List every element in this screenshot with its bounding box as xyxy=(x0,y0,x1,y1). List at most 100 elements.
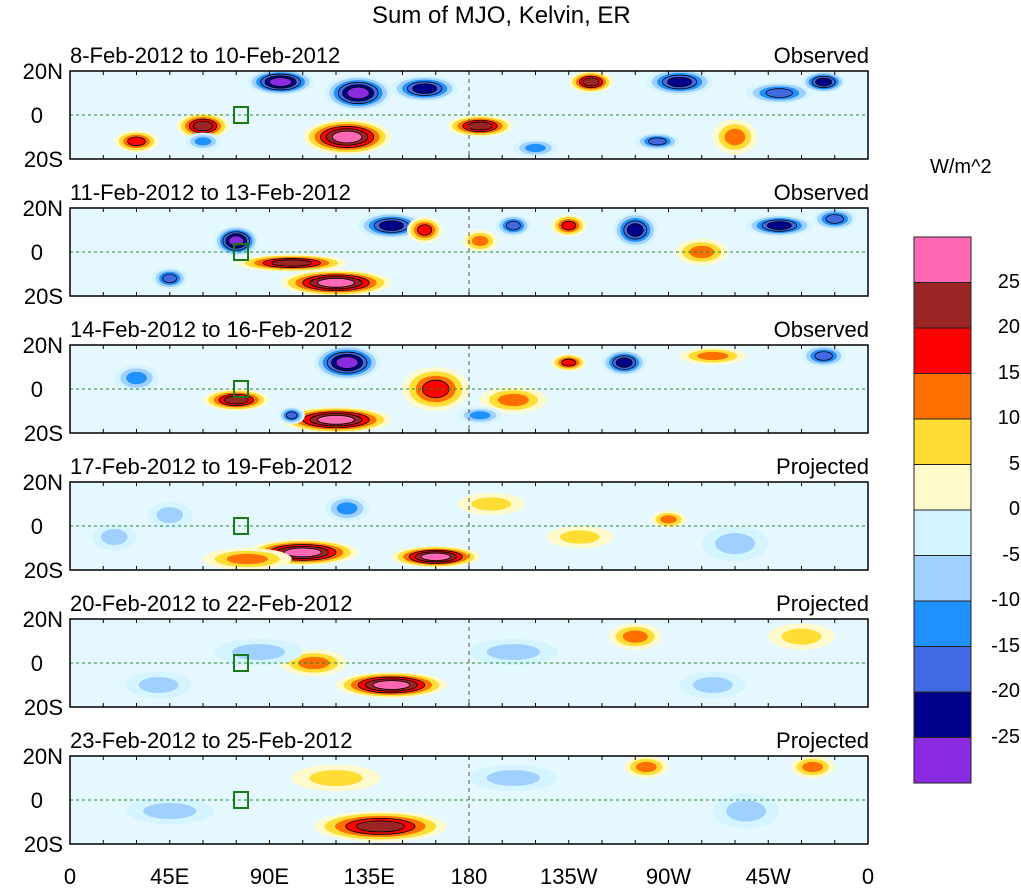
contour-region xyxy=(467,121,493,131)
contour-region xyxy=(317,277,355,288)
colorbar-swatch xyxy=(913,555,972,602)
contour-region xyxy=(331,130,363,144)
contour-region xyxy=(692,677,733,693)
contour-region xyxy=(582,77,600,87)
lat-label: 0 xyxy=(30,514,43,539)
contour-region xyxy=(138,677,179,693)
lat-label: 20S xyxy=(23,695,63,720)
contour-region xyxy=(635,761,657,773)
lat-label: 0 xyxy=(30,788,43,813)
region-box xyxy=(233,243,250,261)
colorbar-swatch xyxy=(913,691,972,738)
contour-region xyxy=(497,393,529,407)
contour-region xyxy=(814,351,833,361)
lat-label: 20N xyxy=(22,196,63,221)
contour-region xyxy=(156,507,184,523)
contour-region xyxy=(559,530,600,544)
lon-label: 135W xyxy=(540,864,598,889)
contour-region xyxy=(781,628,822,645)
contour-region xyxy=(561,358,577,367)
colorbar-label: 20 xyxy=(997,316,1020,338)
lat-label: 20N xyxy=(22,333,63,358)
lat-label: 20N xyxy=(22,744,63,769)
colorbar-label: -25 xyxy=(991,725,1020,748)
panel-kind-label: Observed xyxy=(773,317,869,342)
colorbar-units: W/m^2 xyxy=(930,156,992,178)
contour-region xyxy=(825,214,845,224)
contour-region xyxy=(379,220,404,231)
contour-region xyxy=(194,137,212,146)
contour-region xyxy=(355,820,405,833)
colorbar-label: -15 xyxy=(991,634,1020,657)
contour-region xyxy=(505,220,521,231)
contour-region xyxy=(648,137,667,146)
contour-region xyxy=(715,533,755,555)
lon-label: 45W xyxy=(745,864,791,889)
lon-label: 0 xyxy=(63,864,77,889)
contour-region xyxy=(615,357,633,368)
colorbar-label: 25 xyxy=(997,270,1020,293)
region-box xyxy=(233,791,250,809)
colorbar-swatch xyxy=(913,282,972,329)
colorbar-label: -5 xyxy=(1002,543,1020,566)
contour-region xyxy=(193,120,213,132)
colorbar-swatch xyxy=(913,236,972,283)
lat-label: 20S xyxy=(23,832,63,857)
panel-kind-label: Projected xyxy=(776,454,869,479)
contour-region xyxy=(412,83,438,94)
contour-region xyxy=(697,351,729,361)
lon-label: 90E xyxy=(249,864,290,889)
colorbar-label: 5 xyxy=(1008,452,1020,475)
contour-region xyxy=(271,259,313,267)
region-box xyxy=(233,517,250,535)
panel-kind-label: Observed xyxy=(773,180,869,205)
contour-region xyxy=(726,800,767,822)
contour-region xyxy=(802,761,823,773)
lat-label: 0 xyxy=(30,240,43,265)
contour-region xyxy=(126,371,147,385)
lat-label: 0 xyxy=(30,103,43,128)
colorbar-swatch xyxy=(913,737,972,784)
lat-label: 20N xyxy=(22,607,63,632)
region-box xyxy=(233,654,250,672)
panel-kind-label: Projected xyxy=(776,728,869,753)
contour-region xyxy=(561,220,577,231)
colorbar-swatch xyxy=(913,600,972,647)
lat-label: 20N xyxy=(22,59,63,84)
colorbar-swatch xyxy=(913,418,972,465)
panel-date-range: 23-Feb-2012 to 25-Feb-2012 xyxy=(70,728,353,753)
contour-region xyxy=(231,644,286,660)
panel-date-range: 11-Feb-2012 to 13-Feb-2012 xyxy=(70,180,351,205)
colorbar-label: 0 xyxy=(1008,498,1020,520)
contour-region xyxy=(765,88,794,98)
colorbar-label: 10 xyxy=(997,407,1020,429)
contour-region xyxy=(815,77,833,87)
contour-region xyxy=(372,680,411,690)
lat-label: 20S xyxy=(23,147,63,172)
contour-region xyxy=(162,273,178,284)
panel-kind-label: Observed xyxy=(773,43,869,68)
contour-region xyxy=(285,411,298,420)
contour-region xyxy=(283,547,322,558)
lat-label: 20S xyxy=(23,284,63,309)
colorbar-swatch xyxy=(913,646,972,693)
contour-region xyxy=(469,411,491,420)
contour-region xyxy=(486,770,540,786)
lat-label: 20S xyxy=(23,558,63,583)
contour-region xyxy=(471,497,512,511)
contour-region xyxy=(317,414,355,425)
contour-region xyxy=(143,803,197,819)
region-box xyxy=(233,106,250,124)
contour-region xyxy=(269,77,293,87)
lon-label: 90W xyxy=(645,864,692,889)
contour-region xyxy=(298,656,330,670)
contour-region xyxy=(724,128,746,146)
contour-region xyxy=(486,644,540,660)
colorbar-label: 15 xyxy=(997,361,1020,384)
colorbar-swatch xyxy=(913,509,972,556)
contour-region xyxy=(420,552,451,561)
colorbar-swatch xyxy=(913,373,972,420)
lat-label: 20S xyxy=(23,421,63,446)
contour-region xyxy=(471,235,489,247)
lat-label: 0 xyxy=(30,651,43,676)
